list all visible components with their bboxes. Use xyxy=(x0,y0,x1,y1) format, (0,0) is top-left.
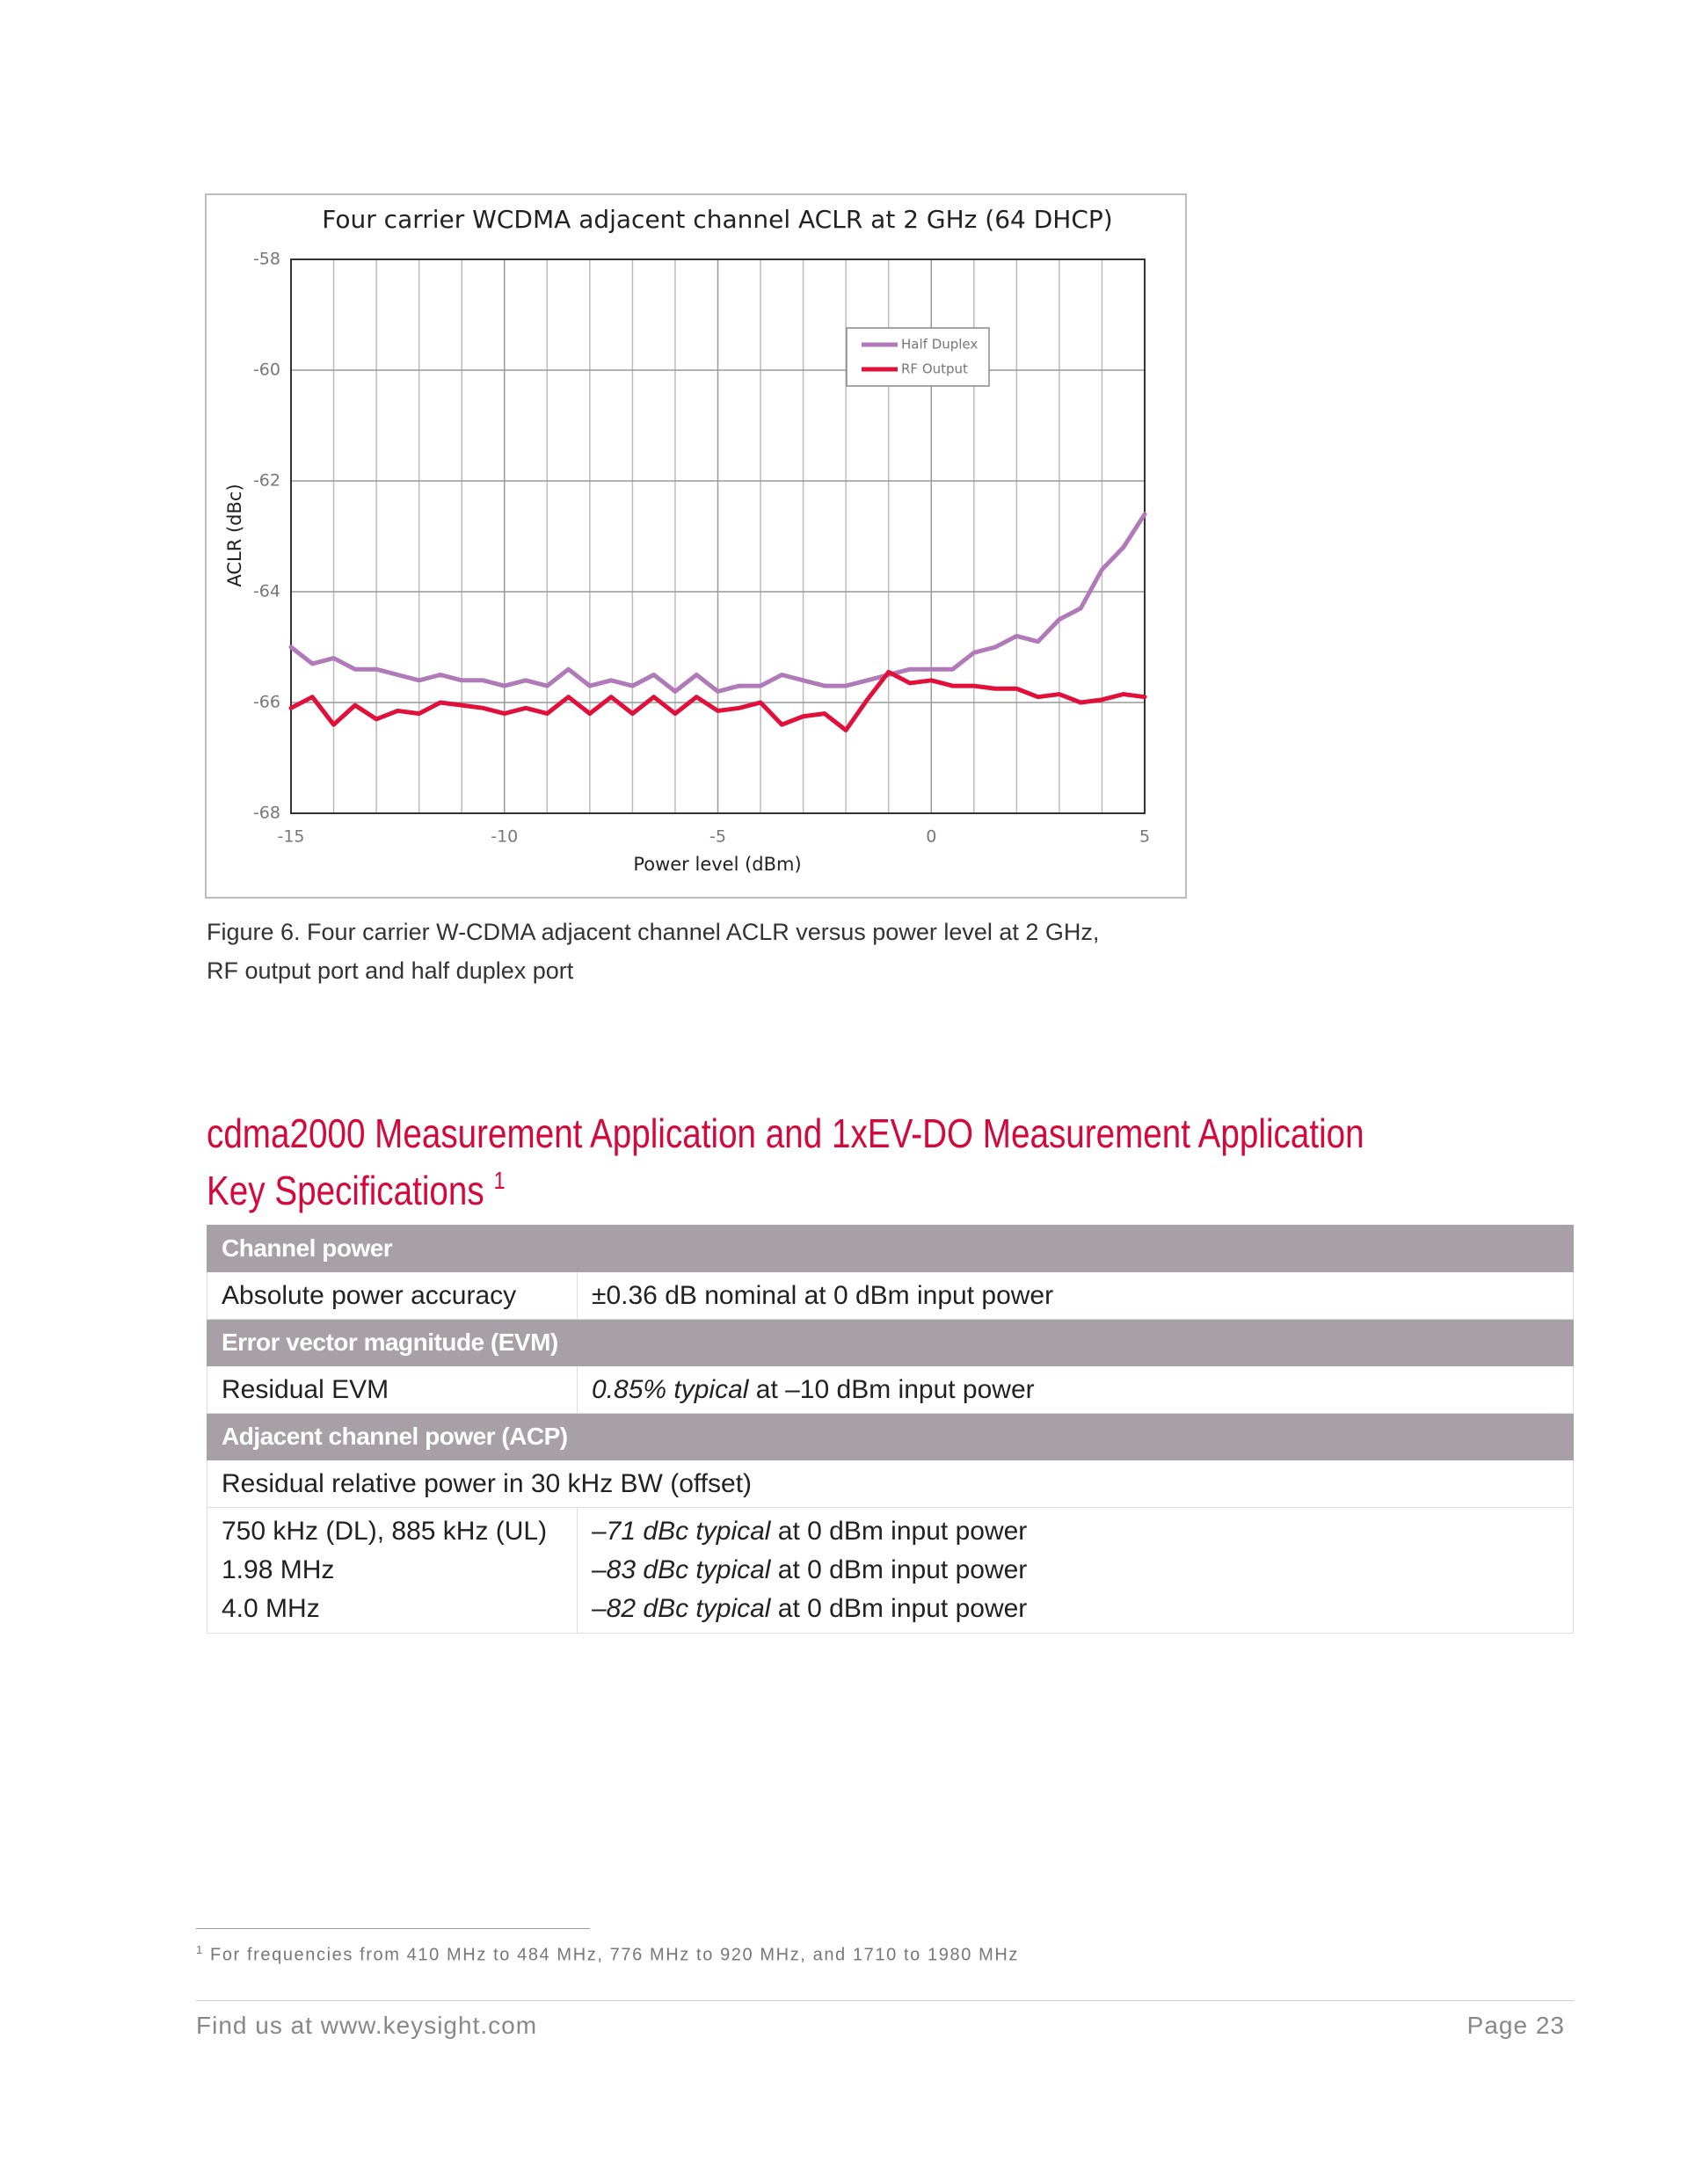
text: 1.98 MHz xyxy=(222,1555,335,1584)
footer-link[interactable]: Find us at www.keysight.com xyxy=(196,2012,538,2039)
cell: ±0.36 dB nominal at 0 dBm input power xyxy=(577,1271,1574,1320)
cell: Absolute power accuracy xyxy=(207,1271,578,1320)
cell: 750 kHz (DL), 885 kHz (UL) 1.98 MHz 4.0 … xyxy=(207,1507,578,1634)
chart-frame xyxy=(205,193,1187,899)
footer-rule xyxy=(196,2000,1574,2001)
text: 750 kHz (DL), 885 kHz (UL) xyxy=(222,1517,548,1546)
y-tick-label: -68 xyxy=(253,804,280,823)
x-tick-label: -10 xyxy=(491,827,518,847)
cell: –71 dBc typical at 0 dBm input power –83… xyxy=(577,1507,1574,1634)
legend-label: Half Duplex xyxy=(901,337,978,353)
x-tick-label: 0 xyxy=(926,827,936,847)
heading: Key Specifications 1 xyxy=(207,1157,506,1214)
heading: cdma2000 Measurement Application and 1xE… xyxy=(207,1110,1364,1156)
heading: Key Specifications xyxy=(207,1168,484,1213)
text-line: –71 dBc typical at 0 dBm input power xyxy=(592,1512,1559,1551)
spec-table: Channel power Absolute power accuracy ±0.… xyxy=(207,1225,1574,1634)
y-tick-label: -60 xyxy=(253,360,280,380)
y-tick-label: -66 xyxy=(253,693,280,712)
text: at 0 dBm input power xyxy=(770,1594,1028,1623)
italic-text: –83 dBc typical xyxy=(592,1555,771,1584)
footnote-text: For frequencies from 410 MHz to 484 MHz,… xyxy=(210,1945,1019,1965)
x-tick-label: -5 xyxy=(709,827,726,847)
plot-border xyxy=(290,258,1146,814)
footnote-mark: 1 xyxy=(196,1943,204,1956)
text-line: –83 dBc typical at 0 dBm input power xyxy=(592,1551,1559,1590)
legend-label: RF Output xyxy=(901,361,968,377)
italic-text: –71 dBc typical xyxy=(592,1517,771,1546)
x-tick-label: 5 xyxy=(1139,827,1150,847)
caption-line: Figure 6. Four carrier W-CDMA adjacent c… xyxy=(207,919,1100,945)
y-tick-label: -64 xyxy=(253,582,280,601)
text-line: –82 dBc typical at 0 dBm input power xyxy=(592,1590,1559,1628)
text: at 0 dBm input power xyxy=(770,1517,1028,1546)
x-tick-label: -15 xyxy=(277,827,304,847)
legend-box xyxy=(846,327,990,387)
cell: 0.85% typical at –10 dBm input power xyxy=(577,1365,1574,1414)
section-header: Error vector magnitude (EVM) xyxy=(207,1319,1574,1366)
y-tick-label: -58 xyxy=(253,250,280,269)
cell: Residual EVM xyxy=(207,1365,578,1414)
page-number: Page 23 xyxy=(1466,2012,1565,2039)
data-line xyxy=(288,669,1147,732)
footnote-rule xyxy=(196,1928,590,1929)
y-tick-label: -62 xyxy=(253,471,280,491)
section-header: Adjacent channel power (ACP) xyxy=(207,1413,1574,1460)
text: at –10 dBm input power xyxy=(748,1374,1035,1404)
footnote-ref: 1 xyxy=(493,1167,506,1194)
text: 4.0 MHz xyxy=(222,1594,320,1623)
footnote: 1 For frequencies from 410 MHz to 484 MH… xyxy=(196,1943,1019,1966)
data-line xyxy=(288,512,1147,694)
caption-line: RF output port and half duplex port xyxy=(207,957,574,984)
italic-text: –82 dBc typical xyxy=(592,1594,771,1623)
italic-text: 0.85% typical xyxy=(592,1374,749,1404)
chart: Four carrier WCDMA adjacent channel ACLR… xyxy=(205,193,1187,899)
cell: Residual relative power in 30 kHz BW (of… xyxy=(207,1460,1574,1508)
section-header: Channel power xyxy=(207,1225,1574,1272)
chart-title: Four carrier WCDMA adjacent channel ACLR… xyxy=(322,205,1112,234)
x-axis-label: Power level (dBm) xyxy=(633,854,801,875)
text: at 0 dBm input power xyxy=(770,1555,1028,1584)
y-axis-label: ACLR (dBc) xyxy=(224,484,245,586)
